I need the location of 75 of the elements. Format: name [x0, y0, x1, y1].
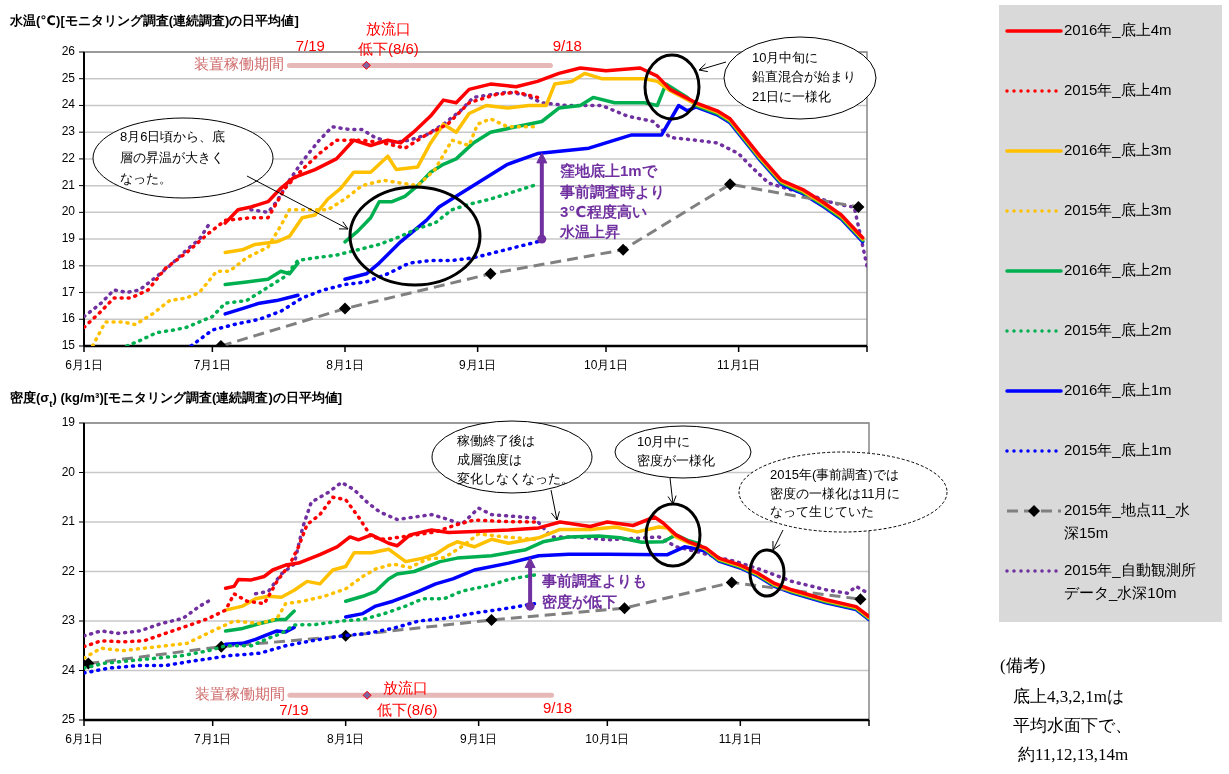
legend-label: 2016年_底上1m: [1064, 380, 1172, 398]
series-label: 装置稼働期間: [194, 685, 285, 703]
legend-label: 2015年_地点11_水深15m: [1064, 500, 1190, 541]
annotation: 8月6日頃から、底層の昇温が大きくなった。: [120, 129, 226, 187]
annotation: 窪地底上1mで事前調査時より3℃程度高い水温上昇: [536, 152, 665, 244]
x-tick-label: 8月1日: [326, 358, 364, 373]
x-tick-label: 7月1日: [194, 732, 232, 747]
y-tick-label: 25: [61, 712, 76, 727]
x-tick-label: 8月1日: [326, 732, 365, 747]
y-tick-label: 25: [61, 70, 76, 85]
y-tick-label: 17: [61, 284, 76, 299]
legend-label: 2015年_底上2m: [1064, 320, 1172, 338]
y-tick-label: 23: [61, 613, 76, 628]
y-tick-label: 22: [61, 563, 76, 578]
y-tick-label: 24: [61, 662, 76, 677]
legend-label: 2015年_底上1m: [1064, 440, 1172, 458]
series-label: 装置稼働期間: [194, 55, 285, 73]
annotation: 9/18: [542, 699, 573, 717]
annotation: 10月中旬に鉛直混合が始まり21日に一様化: [752, 50, 856, 105]
chart-title: 密度(σ$_{t}$) (kg/m³)[モニタリング調査(連続調査)の日平均値]: [10, 390, 343, 410]
y-tick-label: 20: [61, 464, 76, 479]
legend-label: 2015年_底上4m: [1064, 80, 1172, 98]
legend-label: 2016年_底上2m: [1064, 260, 1172, 278]
annotation: 放流口低下(8/6): [376, 679, 438, 719]
x-tick-label: 9月1日: [458, 358, 497, 373]
line-series: [223, 261, 300, 287]
annotation: 2015年(事前調査)では密度の一様化は11月になって生じていた: [770, 467, 901, 520]
x-tick-label: 6月1日: [65, 732, 103, 747]
annotation: (備考): [1000, 655, 1046, 675]
x-tick-label: 6月1日: [65, 358, 103, 373]
line-series: [249, 90, 867, 268]
y-tick-label: 16: [61, 311, 76, 326]
chart-title: 水温(℃)[モニタリング調査(連続調査)の日平均値]: [9, 13, 299, 29]
x-tick-label: 9月1日: [459, 732, 498, 747]
annotation: 窪地底上1mで事前調査時より3℃程度高い水温上昇: [559, 161, 665, 240]
line-series: [84, 223, 210, 319]
x-tick-label: 11月1日: [717, 358, 761, 373]
x-tick-label: 11月1日: [718, 732, 762, 747]
annotation: 2015年(事前調査)では密度の一様化は11月になって生じていた: [738, 451, 948, 598]
legend-label: 2015年_底上3m: [1064, 200, 1172, 218]
line-series: [223, 293, 300, 316]
annotation: 稼働終了後は成層強度は変化しなくなった。: [457, 433, 574, 487]
annotation: 稼働終了後は成層強度は変化しなくなった。: [431, 420, 593, 521]
x-tick-label: 10月1日: [585, 732, 630, 747]
y-tick-label: 22: [61, 151, 76, 166]
line-series: [84, 601, 537, 675]
y-tick-label: 21: [61, 177, 76, 192]
annotation: 事前調査よりも密度が低下: [541, 571, 647, 610]
y-tick-label: 15: [61, 338, 76, 353]
y-tick-label: 23: [61, 124, 76, 139]
y-tick-label: 18: [61, 257, 76, 272]
annotation: 8月6日頃から、底層の昇温が大きくなった。: [92, 117, 482, 287]
annotation: 7/19: [279, 701, 309, 719]
annotation: 10月中旬に鉛直混合が始まり21日に一様化: [643, 36, 877, 121]
y-tick-label: 21: [61, 514, 76, 529]
point: [361, 60, 371, 70]
annotation: 10月中に密度が一様化: [614, 425, 752, 568]
legend-label: 2015年_自動観測所データ_水深10m: [1064, 560, 1196, 601]
annotation: 9/18: [552, 37, 582, 55]
y-tick-label: 26: [61, 44, 76, 59]
annotation: 7/19: [295, 37, 325, 55]
legend-label: 2016年_底上4m: [1064, 20, 1172, 38]
y-tick-label: 24: [61, 97, 76, 112]
annotation: 底上4,3,2,1mは平均水面下で、約11,12,13,14m: [1013, 686, 1132, 764]
annotation: 10月中に密度が一様化: [637, 434, 715, 469]
point: [362, 690, 372, 700]
line-series: [84, 599, 211, 638]
annotation: 放流口低下(8/6): [357, 20, 419, 58]
y-tick-label: 19: [61, 231, 76, 246]
legend-label: 2016年_底上3m: [1064, 140, 1172, 158]
y-tick-label: 19: [61, 415, 76, 430]
x-tick-label: 7月1日: [193, 358, 232, 373]
x-tick-label: 10月1日: [583, 358, 629, 373]
line-series: [84, 573, 537, 670]
y-tick-label: 20: [61, 204, 76, 219]
